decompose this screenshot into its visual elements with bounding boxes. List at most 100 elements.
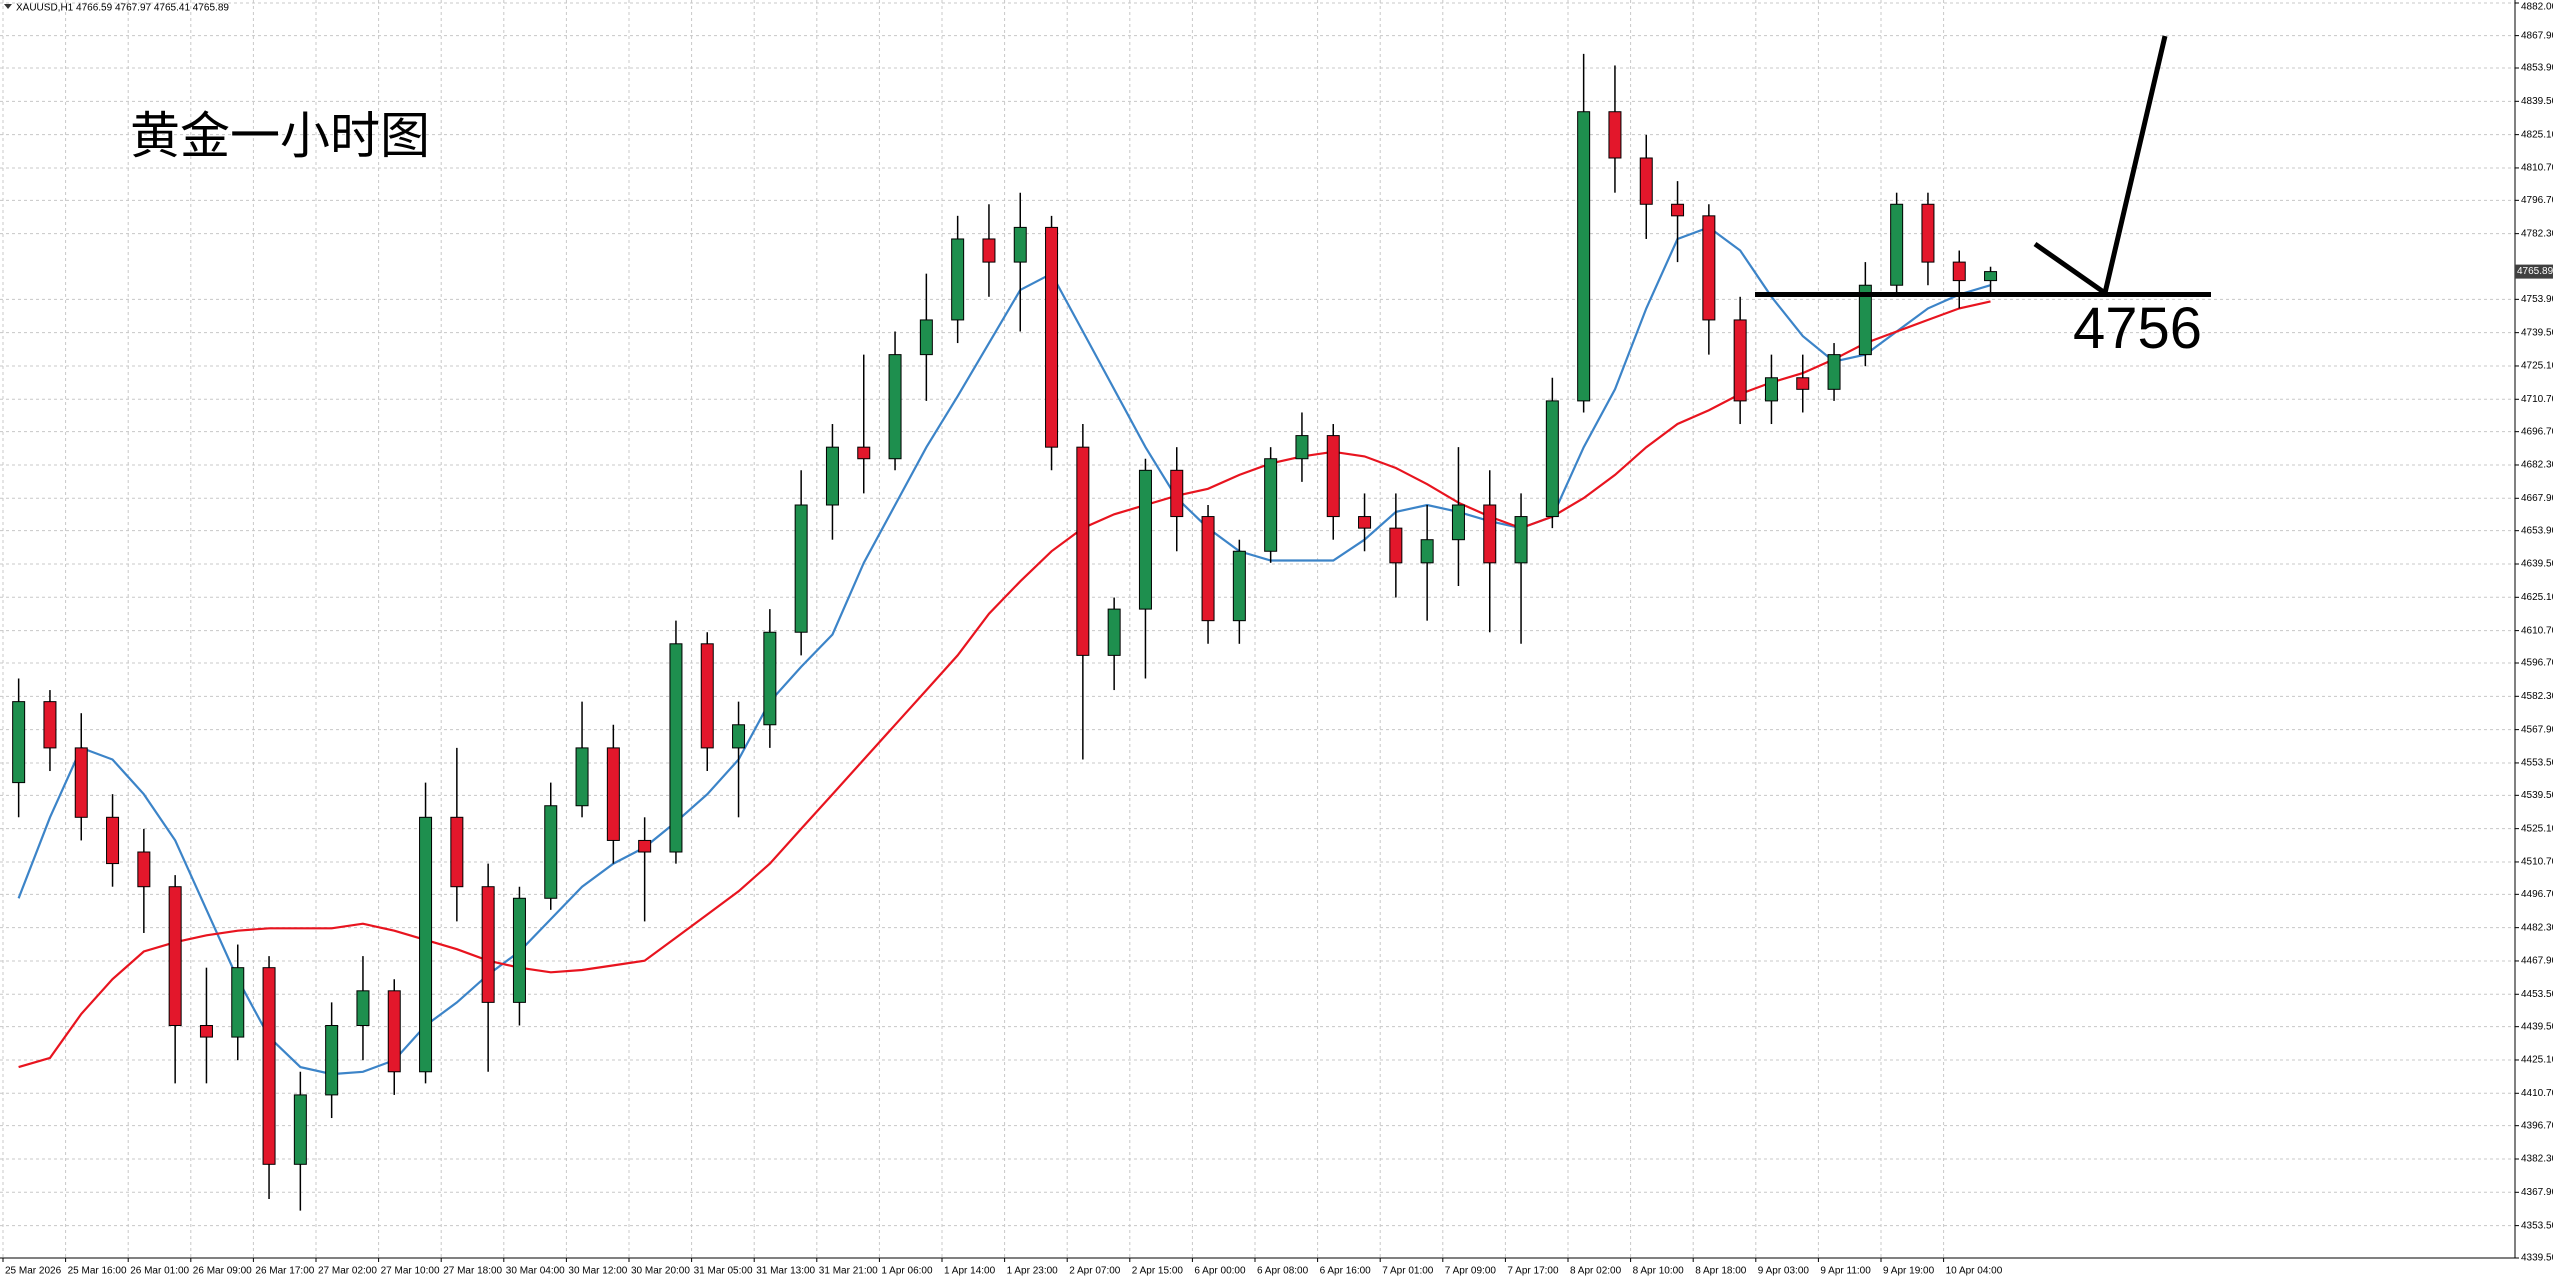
- y-tick-label: 4810.70: [2521, 163, 2553, 174]
- last-price-box: [2515, 264, 2553, 279]
- candle-body: [12, 701, 26, 784]
- y-tick-label: 4382.30: [2521, 1154, 2553, 1165]
- y-tick-label: 4453.50: [2521, 989, 2553, 1000]
- y-tick-label: 4567.90: [2521, 724, 2553, 735]
- candle-body: [1702, 215, 1716, 321]
- y-tick-label: 4610.70: [2521, 625, 2553, 636]
- x-tick-label: 30 Mar 20:00: [631, 1266, 690, 1277]
- candle-body: [732, 724, 746, 749]
- y-tick-label: 4553.50: [2521, 758, 2553, 769]
- y-tick-label: 4796.70: [2521, 195, 2553, 206]
- candle-body: [168, 886, 182, 1027]
- x-tick-label: 26 Mar 09:00: [193, 1266, 252, 1277]
- y-tick-label: 4496.70: [2521, 889, 2553, 900]
- y-tick-label: 4625.10: [2521, 592, 2553, 603]
- candle-body: [1420, 539, 1434, 564]
- candle-body: [1733, 319, 1747, 402]
- ma-line: [18, 300, 1991, 1069]
- y-tick-label: 4410.70: [2521, 1088, 2553, 1099]
- candle-body: [951, 238, 965, 321]
- candle-body: [43, 701, 57, 749]
- candle-body: [1045, 226, 1059, 448]
- candle-body: [450, 816, 464, 888]
- candle-body: [1827, 354, 1841, 390]
- menu-icon[interactable]: [4, 4, 12, 9]
- y-tick-label: 4367.90: [2521, 1187, 2553, 1198]
- candle-body: [1671, 203, 1685, 217]
- y-tick-label: 4467.90: [2521, 956, 2553, 967]
- overlay-layer: 4756 4765.89: [1755, 264, 2553, 361]
- y-tick-label: 4739.50: [2521, 327, 2553, 338]
- level-label: 4756: [2073, 296, 2202, 361]
- candle-body: [544, 805, 558, 899]
- candle-body: [199, 1025, 213, 1038]
- candle-body: [763, 631, 777, 726]
- candle-body: [1170, 469, 1184, 518]
- candle-body: [794, 504, 808, 633]
- candle-body: [356, 990, 370, 1027]
- y-tick-label: 4667.90: [2521, 493, 2553, 504]
- candle-body: [1796, 377, 1810, 390]
- candle-body: [512, 897, 526, 1003]
- candle-body: [1138, 469, 1152, 610]
- y-tick-label: 4882.00: [2521, 2, 2553, 13]
- x-tick-label: 9 Apr 19:00: [1883, 1266, 1935, 1277]
- x-tick-label: 7 Apr 01:00: [1382, 1266, 1434, 1277]
- y-tick-label: 4596.70: [2521, 658, 2553, 669]
- x-tick-label: 9 Apr 03:00: [1758, 1266, 1810, 1277]
- y-tick-label: 4867.90: [2521, 30, 2553, 41]
- candle-body: [106, 816, 120, 865]
- candle-body: [293, 1094, 307, 1165]
- candle-body: [231, 967, 245, 1038]
- candle-body: [1076, 446, 1090, 656]
- y-tick-label: 4482.30: [2521, 922, 2553, 933]
- y-tick-label: 4439.50: [2521, 1021, 2553, 1032]
- candle-body: [1545, 400, 1559, 518]
- y-tick-label: 4839.50: [2521, 96, 2553, 107]
- candle-body: [857, 446, 871, 460]
- candle-layer: [12, 53, 1998, 1211]
- x-tick-label: 30 Mar 04:00: [506, 1266, 565, 1277]
- candle-body: [1295, 435, 1309, 460]
- candle-body: [669, 643, 683, 853]
- candle-body: [606, 747, 620, 841]
- candle-body: [1326, 435, 1340, 518]
- ma-line: [17, 226, 1991, 1076]
- y-tick-label: 4653.90: [2521, 525, 2553, 536]
- candle-body: [638, 839, 652, 853]
- candle-body: [888, 354, 902, 460]
- x-tick-label: 26 Mar 01:00: [130, 1266, 189, 1277]
- y-tick-label: 4396.70: [2521, 1120, 2553, 1131]
- x-tick-label: 27 Mar 10:00: [381, 1266, 440, 1277]
- candle-body: [1201, 516, 1215, 622]
- candle-body: [825, 446, 839, 506]
- grid-layer: [0, 0, 2515, 1259]
- y-tick-label: 4696.70: [2521, 426, 2553, 437]
- candle-body: [1952, 261, 1966, 282]
- candle-body: [575, 747, 589, 807]
- x-tick-label: 10 Apr 04:00: [1946, 1266, 2003, 1277]
- candle-body: [1232, 550, 1246, 622]
- x-tick-label: 27 Mar 18:00: [443, 1266, 502, 1277]
- candle-body: [1890, 203, 1904, 286]
- symbol-info: XAUUSD,H1 4766.59 4767.97 4765.41 4765.8…: [16, 3, 229, 14]
- candle-body: [325, 1025, 339, 1096]
- candle-body: [481, 886, 495, 1003]
- candle-body: [1984, 271, 1998, 282]
- x-tick-label: 30 Mar 12:00: [568, 1266, 627, 1277]
- y-tick-label: 4353.50: [2521, 1220, 2553, 1231]
- x-tick-label: 26 Mar 17:00: [255, 1266, 314, 1277]
- x-tick-label: 7 Apr 17:00: [1507, 1266, 1559, 1277]
- candle-body: [1264, 458, 1278, 552]
- candle-body: [1764, 377, 1778, 402]
- x-tick-label: 31 Mar 05:00: [694, 1266, 753, 1277]
- candle-body: [419, 816, 433, 1073]
- candle-body: [1577, 111, 1591, 402]
- y-tick-label: 4339.50: [2521, 1253, 2553, 1264]
- y-tick-label: 4753.90: [2521, 294, 2553, 305]
- last-price-label: 4765.89: [2517, 266, 2553, 277]
- y-tick-label: 4639.50: [2521, 559, 2553, 570]
- x-tick-label: 9 Apr 11:00: [1820, 1266, 1871, 1277]
